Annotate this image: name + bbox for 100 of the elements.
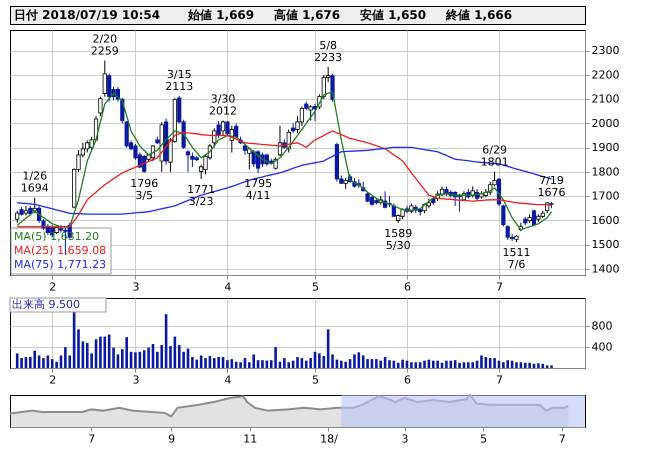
- candlestick: [532, 209, 536, 227]
- candlestick: [212, 128, 216, 148]
- y-tick-label: 2100: [592, 92, 620, 106]
- text: 始値 1,669: [187, 8, 254, 22]
- candlestick: [344, 177, 348, 190]
- bar: [462, 362, 466, 368]
- y-tick-label: 2000: [592, 116, 620, 130]
- x-tick-label: 6: [404, 280, 411, 294]
- bar: [353, 354, 356, 368]
- candlestick: [15, 210, 20, 224]
- x-tick-label: 5: [480, 432, 488, 446]
- bar: [103, 336, 106, 368]
- bar: [344, 362, 347, 368]
- y-tick-label: 400: [592, 340, 612, 354]
- x-tick-label: 4: [224, 280, 232, 294]
- x-tick-label: 4: [224, 374, 232, 386]
- bar: [178, 345, 181, 368]
- bar: [94, 339, 98, 368]
- annotation: 1771: [187, 182, 216, 196]
- bar: [252, 354, 255, 368]
- annotation: 3/5: [135, 188, 154, 202]
- bar: [467, 362, 470, 368]
- bar: [134, 352, 137, 368]
- annotation: 6/29: [482, 144, 507, 157]
- y-tick-label: 800: [592, 320, 612, 333]
- bar: [230, 359, 234, 368]
- bar: [550, 365, 553, 368]
- annotation: 2113: [165, 80, 194, 93]
- bar: [524, 362, 527, 368]
- bar: [458, 362, 461, 368]
- bar: [498, 360, 500, 368]
- annotation: 1795: [244, 177, 272, 190]
- bar: [296, 357, 299, 368]
- annotation: 3/30: [210, 92, 236, 106]
- candlestick: [225, 120, 230, 136]
- text: 高値 1,676: [274, 8, 340, 22]
- bar: [142, 350, 146, 368]
- bar: [33, 350, 36, 368]
- bar: [506, 360, 510, 368]
- bar: [186, 348, 190, 368]
- candlestick: [426, 198, 431, 209]
- bar: [130, 352, 132, 368]
- bar: [454, 360, 456, 368]
- annotation: 5/8: [319, 38, 338, 52]
- bar: [532, 364, 536, 368]
- bar: [248, 362, 251, 368]
- bar: [488, 358, 492, 368]
- bar: [362, 355, 364, 368]
- candlestick: [32, 197, 37, 214]
- y-tick-label: 1900: [592, 141, 620, 154]
- bar: [212, 358, 216, 368]
- candlestick: [308, 104, 313, 121]
- annotation: 1511: [502, 246, 530, 260]
- candlestick: [370, 196, 374, 206]
- x-tick-label: 11: [243, 432, 258, 446]
- x-tick-label: 3: [132, 374, 140, 386]
- bar: [16, 353, 18, 368]
- x-tick-label: 2: [49, 374, 56, 386]
- bar: [432, 360, 435, 368]
- bar: [388, 360, 391, 368]
- bar: [287, 362, 290, 368]
- bar: [358, 352, 360, 368]
- x-tick-label: 5: [312, 374, 320, 386]
- y-tick-label: 1400: [592, 262, 620, 276]
- y-tick-label: 1600: [592, 214, 620, 227]
- x-tick-label: 6: [404, 374, 411, 386]
- bar: [29, 357, 32, 368]
- bar: [423, 360, 426, 368]
- bar: [304, 360, 308, 368]
- bar: [125, 337, 128, 368]
- x-tick-label: 3: [132, 280, 140, 294]
- y-tick-label: 2200: [592, 68, 620, 82]
- candlestick: [102, 60, 107, 98]
- bar: [138, 352, 142, 368]
- candlestick: [220, 120, 226, 136]
- candlestick: [252, 150, 256, 168]
- bar: [261, 360, 264, 368]
- x-tick-label: 7: [496, 374, 503, 386]
- text: 終値 1,666: [445, 8, 512, 22]
- bar: [370, 359, 374, 368]
- bar: [396, 362, 400, 368]
- annotation: 7/19: [539, 174, 564, 187]
- bar: [244, 358, 246, 368]
- y-tick-label: 1500: [592, 238, 620, 252]
- text: 安値 1,650: [360, 8, 426, 22]
- candlestick: [300, 106, 304, 126]
- x-tick-label: 5: [312, 280, 320, 294]
- x-tick-label: 7: [496, 280, 503, 294]
- bar: [24, 357, 28, 368]
- candlestick: [107, 73, 112, 102]
- bar: [121, 349, 124, 368]
- bar: [379, 360, 382, 368]
- bar: [68, 355, 72, 368]
- bar: [222, 357, 224, 368]
- bar: [86, 342, 89, 368]
- bar: [541, 364, 544, 368]
- bar: [42, 358, 45, 368]
- candlestick: [216, 120, 221, 138]
- bar: [449, 360, 452, 368]
- bar: [480, 355, 483, 368]
